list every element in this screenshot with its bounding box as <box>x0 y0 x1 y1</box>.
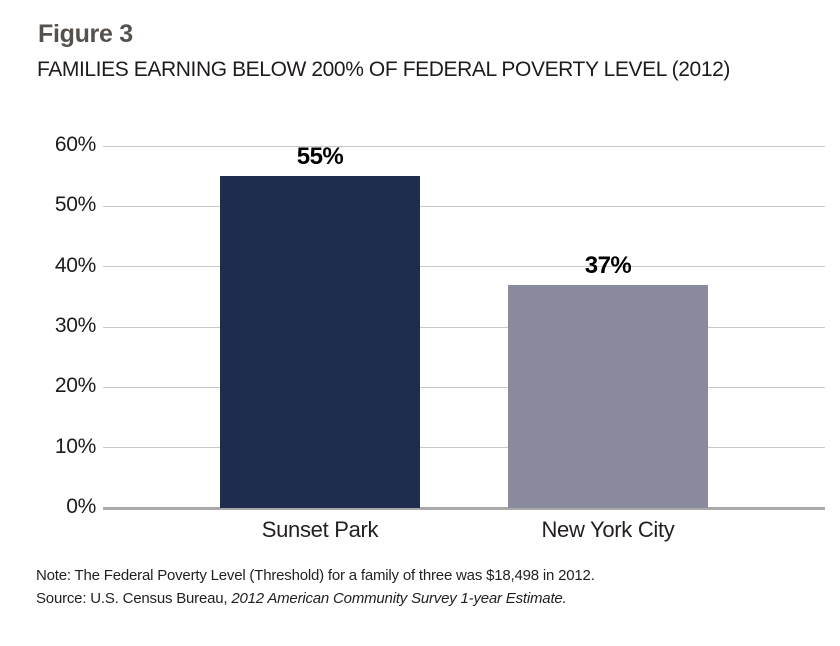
y-axis-tick-label: 0% <box>66 495 96 518</box>
gridline <box>103 326 825 328</box>
y-axis-tick-label: 50% <box>54 193 96 217</box>
gridline <box>103 386 825 388</box>
y-axis-tick-label: 10% <box>54 434 96 458</box>
y-axis-tick-label: 60% <box>54 133 96 156</box>
chart-title: FAMILIES EARNING BELOW 200% OF FEDERAL P… <box>37 58 730 81</box>
x-axis-category-label-sunset-park: Sunset Park <box>261 517 379 542</box>
source-text: Source: U.S. Census Bureau, 2012 America… <box>36 590 567 607</box>
x-axis-line <box>103 507 825 510</box>
x-axis-category-label-new-york-city: New York City <box>541 517 675 542</box>
bar-sunset-park <box>220 176 420 508</box>
bar-new-york-city <box>508 284 708 508</box>
y-axis-tick-label: 40% <box>54 253 96 277</box>
y-axis-tick-label: 20% <box>54 374 96 398</box>
note-text: Note: The Federal Poverty Level (Thresho… <box>36 567 595 584</box>
figure-label: Figure 3 <box>38 20 133 48</box>
y-axis-tick-label: 30% <box>54 314 96 337</box>
gridline <box>103 266 825 268</box>
source-prefix: Source: U.S. Census Bureau, <box>36 590 232 607</box>
source-citation: 2012 American Community Survey 1-year Es… <box>231 590 567 607</box>
gridline <box>103 205 825 207</box>
bar-value-label-new-york-city: 37% <box>584 251 632 279</box>
bar-value-label-sunset-park: 55% <box>296 143 344 171</box>
gridline <box>103 447 825 449</box>
gridline <box>103 145 825 147</box>
